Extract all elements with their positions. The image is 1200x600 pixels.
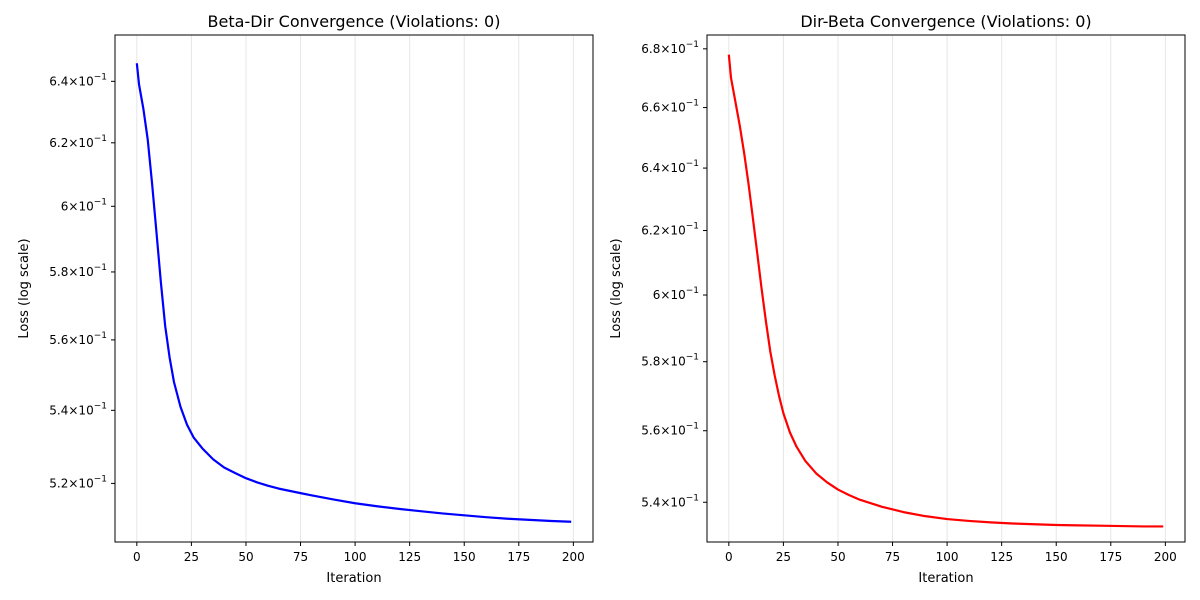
y-tick-label: 6×10−1 bbox=[653, 286, 699, 302]
x-tick-label: 175 bbox=[1099, 550, 1122, 564]
chart-title: Dir-Beta Convergence (Violations: 0) bbox=[800, 12, 1091, 31]
x-tick-label: 100 bbox=[344, 550, 367, 564]
x-axis-label: Iteration bbox=[326, 571, 381, 586]
x-tick-label: 25 bbox=[776, 550, 791, 564]
y-tick-label: 6.4×10−1 bbox=[49, 72, 107, 88]
x-tick-label: 50 bbox=[830, 550, 845, 564]
y-tick-label: 5.6×10−1 bbox=[49, 331, 107, 347]
y-tick-label: 5.4×10−1 bbox=[641, 493, 699, 509]
y-axis-label: Loss (log scale) bbox=[17, 238, 32, 338]
y-tick-label: 6.8×10−1 bbox=[641, 40, 699, 56]
y-tick-label: 5.4×10−1 bbox=[49, 401, 107, 417]
y-tick-label: 6×10−1 bbox=[61, 197, 107, 213]
x-tick-label: 100 bbox=[936, 550, 959, 564]
y-tick-label: 6.2×10−1 bbox=[641, 222, 699, 238]
y-tick-label: 5.6×10−1 bbox=[641, 422, 699, 438]
beta-dir-panel: 0 25 50 75 100 125 150 175 200 5.2×10−1 5.4×10−1 5.… bbox=[17, 12, 594, 586]
loss-series-line bbox=[727, 54, 1164, 528]
chart-title: Beta-Dir Convergence (Violations: 0) bbox=[208, 12, 501, 31]
x-tick-label: 25 bbox=[184, 550, 199, 564]
x-tick-label: 0 bbox=[133, 550, 141, 564]
y-tick-label: 6.4×10−1 bbox=[641, 159, 699, 175]
x-tick-label: 75 bbox=[293, 550, 308, 564]
y-axis-label: Loss (log scale) bbox=[609, 238, 624, 338]
x-tick-label: 50 bbox=[238, 550, 253, 564]
y-tick-label: 6.2×10−1 bbox=[49, 134, 107, 150]
y-tick-label: 6.6×10−1 bbox=[641, 99, 699, 115]
plot-frame bbox=[114, 34, 594, 543]
x-tick-label: 75 bbox=[885, 550, 900, 564]
x-tick-label: 0 bbox=[725, 550, 733, 564]
x-tick-label: 200 bbox=[562, 550, 585, 564]
y-tick-label: 5.8×10−1 bbox=[641, 353, 699, 369]
dir-beta-panel: 0 25 50 75 100 125 150 175 200 5.4×10−1 5.6×10−1 5.… bbox=[609, 12, 1186, 586]
x-tick-label: 200 bbox=[1154, 550, 1177, 564]
y-tick-label: 5.2×10−1 bbox=[49, 474, 107, 490]
x-tick-label: 125 bbox=[398, 550, 421, 564]
x-tick-label: 125 bbox=[990, 550, 1013, 564]
plot-frame bbox=[706, 34, 1186, 543]
loss-series-line bbox=[135, 63, 572, 523]
x-tick-label: 150 bbox=[1045, 550, 1068, 564]
y-tick-label: 5.8×10−1 bbox=[49, 263, 107, 279]
x-axis-label: Iteration bbox=[918, 571, 973, 586]
x-tick-label: 175 bbox=[507, 550, 530, 564]
x-tick-label: 150 bbox=[453, 550, 476, 564]
